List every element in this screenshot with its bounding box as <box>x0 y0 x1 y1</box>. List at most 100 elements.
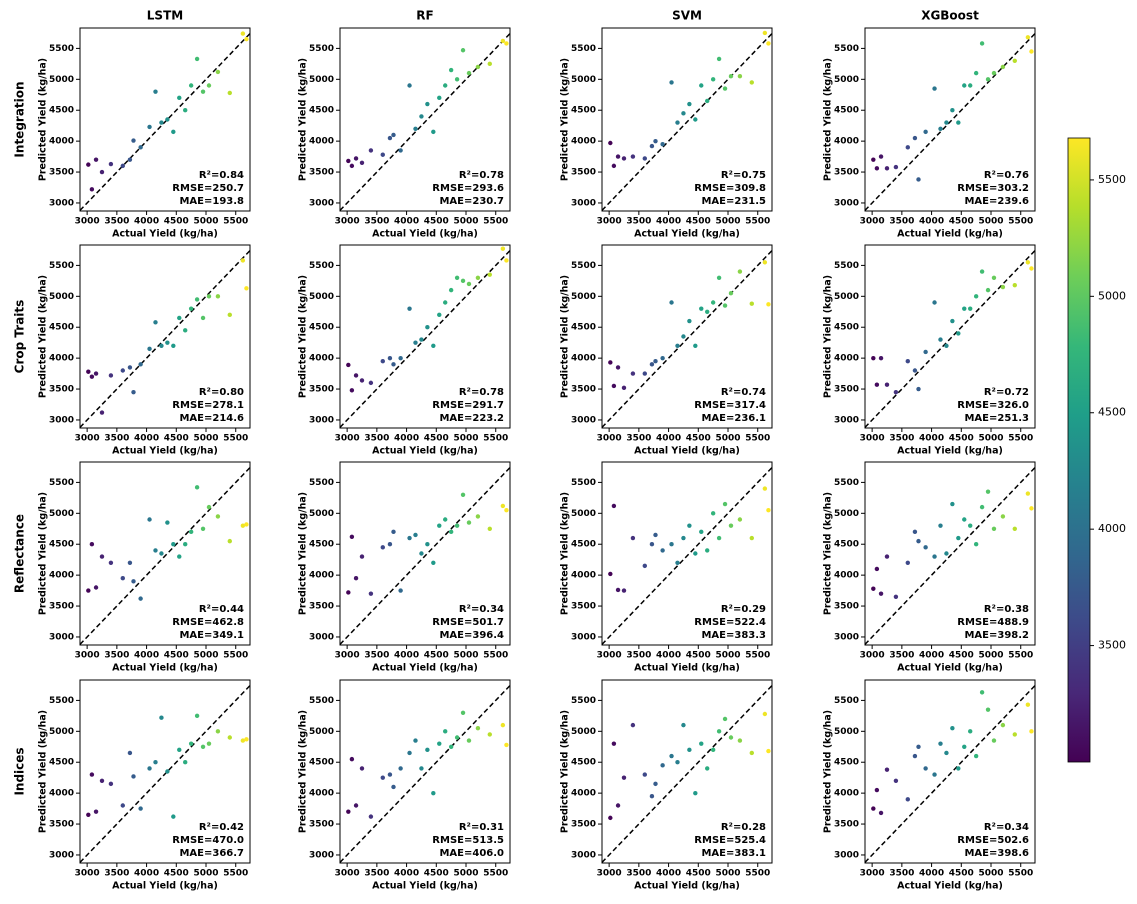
y-tick-label: 4000 <box>571 571 596 581</box>
x-tick-label: 4000 <box>394 434 419 444</box>
point <box>487 526 492 531</box>
x-tick-label: 4500 <box>164 651 189 661</box>
metric-annotation: MAE=251.3 <box>964 413 1029 424</box>
point <box>728 74 734 79</box>
point <box>950 318 955 324</box>
point <box>398 766 403 771</box>
x-axis-label: Actual Yield (kg/ha) <box>112 229 218 240</box>
point <box>728 523 734 528</box>
y-axis-label: Predicted Yield (kg/ha) <box>298 275 309 398</box>
x-tick-label: 4000 <box>919 217 944 227</box>
point <box>380 359 385 364</box>
x-tick-label: 5000 <box>453 217 478 227</box>
y-tick-label: 3000 <box>309 198 334 208</box>
y-tick-label: 5000 <box>571 75 596 85</box>
point <box>1012 58 1017 63</box>
point <box>127 560 133 565</box>
x-tick-label: 3500 <box>364 217 389 227</box>
x-tick-label: 5500 <box>223 651 248 661</box>
metric-annotation: R²=0.84 <box>199 170 244 181</box>
point <box>916 177 921 182</box>
one-to-one-line <box>864 250 1036 428</box>
point <box>878 355 884 361</box>
point <box>188 741 194 746</box>
point <box>244 286 249 291</box>
metric-annotation: MAE=383.1 <box>701 848 766 859</box>
point <box>1000 284 1006 290</box>
point <box>874 566 880 572</box>
point <box>171 814 176 819</box>
y-tick-label: 5000 <box>834 75 859 85</box>
point <box>973 70 979 76</box>
one-to-one-line <box>864 33 1036 211</box>
y-tick-label: 5000 <box>49 75 74 85</box>
point <box>391 784 396 790</box>
point <box>153 320 158 325</box>
point <box>642 772 647 777</box>
y-tick-label: 4000 <box>49 571 74 581</box>
point <box>99 169 105 175</box>
point <box>353 373 359 378</box>
point <box>621 588 627 593</box>
y-tick-label: 5500 <box>834 478 859 488</box>
point <box>215 294 221 299</box>
one-to-one-line <box>601 250 773 428</box>
point <box>448 67 454 73</box>
point <box>905 359 910 364</box>
x-tick-label: 4000 <box>134 869 159 879</box>
y-tick-label: 4000 <box>571 354 596 364</box>
point <box>89 187 95 192</box>
point <box>206 504 212 510</box>
y-tick-label: 5000 <box>309 727 334 737</box>
x-tick-label: 5500 <box>745 651 770 661</box>
colorbar-tick-label: 3500 <box>1098 639 1126 652</box>
point <box>431 343 436 348</box>
point <box>368 380 374 386</box>
point <box>99 778 105 783</box>
x-tick-label: 5000 <box>978 869 1003 879</box>
point <box>419 337 424 342</box>
point <box>413 340 418 345</box>
point <box>693 790 698 796</box>
y-tick-label: 4000 <box>571 789 596 799</box>
point <box>387 772 393 777</box>
metric-annotation: MAE=383.3 <box>701 630 766 641</box>
point <box>1000 514 1006 519</box>
metric-annotation: RMSE=488.9 <box>957 617 1029 628</box>
point <box>653 138 658 144</box>
point <box>353 576 359 581</box>
point <box>675 343 680 348</box>
one-to-one-line <box>79 250 251 428</box>
point <box>938 126 943 131</box>
point <box>1000 722 1006 728</box>
point <box>728 291 734 296</box>
point <box>227 312 232 318</box>
point <box>962 517 967 522</box>
y-tick-label: 3500 <box>834 820 859 830</box>
y-tick-label: 3000 <box>571 415 596 425</box>
y-tick-label: 5500 <box>49 478 74 488</box>
point <box>608 360 613 365</box>
column-title: XGBoost <box>921 9 979 23</box>
point <box>699 741 704 746</box>
y-tick-label: 5500 <box>571 478 596 488</box>
point <box>466 281 472 287</box>
point <box>968 306 973 311</box>
point <box>454 735 460 740</box>
point <box>194 297 200 302</box>
x-axis-label: Actual Yield (kg/ha) <box>897 446 1003 457</box>
point <box>165 117 170 122</box>
point <box>912 135 918 141</box>
point <box>159 120 164 125</box>
point <box>120 368 125 373</box>
x-tick-label: 4500 <box>686 434 711 444</box>
point <box>407 83 412 88</box>
point <box>878 154 884 159</box>
point <box>93 585 99 590</box>
y-tick-label: 5000 <box>49 292 74 302</box>
point <box>979 690 985 695</box>
x-tick-label: 3500 <box>889 869 914 879</box>
point <box>950 108 955 113</box>
point <box>944 120 949 125</box>
x-axis-label: Actual Yield (kg/ha) <box>634 881 740 892</box>
